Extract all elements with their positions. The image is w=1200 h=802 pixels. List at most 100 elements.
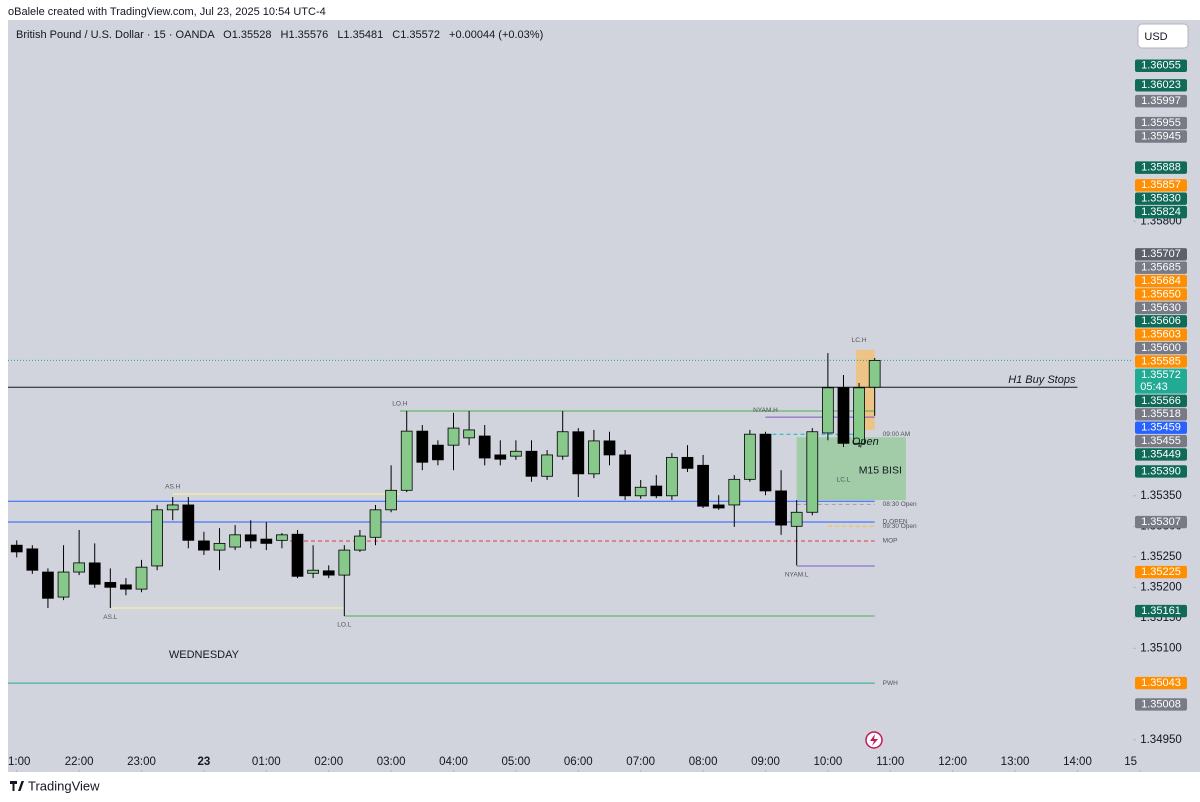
currency-button[interactable]: USD	[1137, 23, 1189, 49]
symbol-header: British Pound / U.S. Dollar · 15 · OANDA…	[16, 29, 543, 41]
candle-body	[400, 430, 413, 491]
level-label: 09:30 Open	[883, 523, 917, 530]
flash-glyph	[870, 734, 878, 746]
price-label: 1.35161	[1141, 605, 1181, 617]
close-value: C1.35572	[392, 29, 440, 41]
candle-body	[634, 486, 647, 497]
candle-body	[759, 433, 772, 492]
level-label: MOP	[883, 538, 898, 545]
level-label: PWH	[883, 680, 898, 687]
candle-body	[712, 504, 725, 509]
price-label-box	[1135, 465, 1187, 478]
price-label: 1.35955	[1141, 117, 1181, 129]
price-label: 1.35225	[1141, 566, 1181, 578]
currency-button-box[interactable]	[1137, 23, 1189, 49]
price-label: 1.35572	[1141, 369, 1181, 381]
price-label: 1.35650	[1141, 288, 1181, 300]
price-label: 1.35459	[1141, 422, 1181, 434]
x-tick-label: 03:00	[377, 756, 406, 768]
watermark-icon	[865, 731, 883, 749]
candle-body	[556, 431, 569, 457]
candle-body	[229, 534, 241, 548]
candle-body	[728, 478, 741, 506]
price-label-box	[1135, 328, 1187, 341]
level-label: 09:00 AM	[883, 431, 910, 438]
price-label-box	[1135, 341, 1187, 355]
price-label-box	[1135, 205, 1187, 219]
x-tick-label: 09:00	[751, 756, 780, 768]
price-label-box	[1135, 315, 1187, 328]
x-tick-label: 07:00	[626, 756, 655, 768]
currency-label[interactable]: USD	[1144, 31, 1167, 43]
price-label: 1.35684	[1141, 275, 1181, 287]
price-label: 1.36023	[1141, 79, 1181, 91]
price-label: 1.35008	[1141, 698, 1181, 710]
x-tick-label: 23	[198, 756, 211, 768]
x-tick-label: 23:00	[127, 756, 156, 768]
candle-body	[806, 431, 819, 513]
candle-body	[775, 490, 787, 526]
price-label-box	[1135, 394, 1187, 408]
candle-body	[744, 433, 756, 480]
x-tick-label: 14:00	[1063, 756, 1092, 768]
candle-body	[822, 387, 834, 434]
chart-background	[8, 20, 1200, 772]
price-label-box	[1135, 248, 1187, 261]
level-label: AS.H	[165, 484, 180, 491]
price-label: 1.35857	[1141, 179, 1181, 191]
x-tick-label: 01:00	[252, 756, 281, 768]
candle-body	[853, 387, 865, 444]
price-label: 1.35824	[1141, 206, 1181, 218]
plot-area: M15 BISI H1 Buy Stops LO.H NYAM.H 09:00 AM AS…	[8, 337, 1133, 687]
price-label: 1.35707	[1141, 248, 1181, 260]
candle-body	[588, 440, 600, 475]
candle-body	[10, 544, 23, 553]
y-tick-label: 1.35250	[1140, 551, 1182, 563]
candle-body	[135, 566, 148, 590]
zone-label: M15 BISI	[859, 464, 902, 476]
price-label-box	[1135, 116, 1187, 130]
brand-name: TradingView	[28, 778, 100, 793]
candle-body	[650, 485, 663, 497]
candle-body	[385, 489, 397, 511]
candle-body	[166, 504, 179, 511]
annotation: LC.H	[852, 337, 867, 344]
candle-body	[307, 569, 319, 574]
brand: TradingView	[10, 778, 100, 793]
annotation: Open	[852, 436, 879, 448]
brand-logo	[10, 781, 24, 791]
y-tick-label: 1.35200	[1140, 581, 1182, 593]
candle-body	[666, 456, 678, 497]
x-tick-label: 02:00	[314, 756, 343, 768]
price-label-box	[1135, 179, 1187, 192]
price-label: 1.35455	[1141, 435, 1181, 447]
candle-body	[416, 430, 429, 463]
price-label: 1.35518	[1141, 408, 1181, 420]
price-label: 1.36055	[1141, 60, 1181, 72]
candle-body	[572, 431, 585, 475]
candle-body	[494, 454, 507, 460]
price-label: 1.35830	[1141, 193, 1181, 205]
open-value: O1.35528	[223, 29, 271, 41]
y-tick-label: 1.35100	[1140, 642, 1182, 654]
price-label-box	[1135, 94, 1187, 108]
price-label: 1.35997	[1141, 95, 1181, 107]
candle-body	[291, 533, 304, 577]
candle-body	[120, 584, 132, 590]
x-tick-label: 1:00	[8, 756, 30, 768]
level-label: NYAM.H	[753, 407, 778, 414]
candle-body	[198, 540, 210, 551]
price-label-box	[1135, 434, 1187, 448]
candle-body	[478, 435, 491, 459]
price-label-box	[1135, 515, 1187, 529]
x-tick-label: 06:00	[564, 756, 593, 768]
candle-body	[603, 440, 616, 456]
candle-body	[510, 450, 522, 457]
price-label-box	[1135, 79, 1187, 92]
x-tick-label: 15	[1124, 756, 1137, 768]
annotation: LC.L	[837, 477, 851, 484]
candle-body	[213, 542, 226, 551]
price-label-box	[1135, 261, 1187, 274]
candle-body	[369, 509, 382, 538]
price-label-box	[1135, 301, 1187, 315]
